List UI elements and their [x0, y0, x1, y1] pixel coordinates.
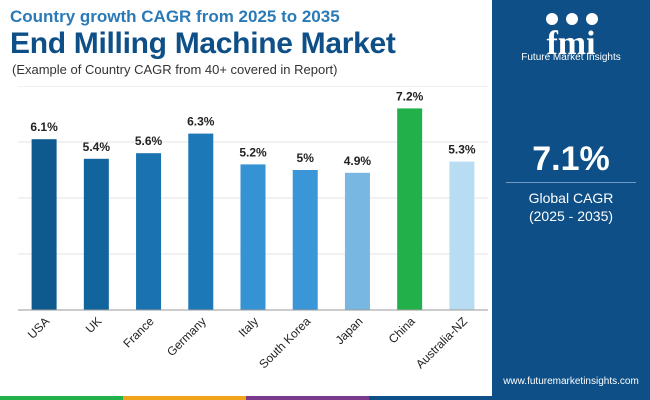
strip-segment — [123, 396, 246, 400]
website-link[interactable]: www.futuremarketinsights.com — [503, 376, 639, 387]
x-tick-label: China — [386, 314, 418, 346]
global-cagr-value: 7.1% — [532, 140, 610, 178]
x-tick-label: Australia-NZ — [413, 314, 470, 371]
data-label: 7.2% — [396, 89, 424, 103]
data-label: 5% — [297, 151, 315, 165]
x-tick-label: Japan — [333, 314, 366, 347]
bar-uk — [83, 158, 109, 310]
bar-south-korea — [292, 170, 318, 310]
bar-chart: 6.1% USA 5.4% UK 5.6% France 6.3% Germany 5.2% It… — [18, 86, 488, 371]
fmi-logo: fmi — [546, 13, 598, 62]
data-label: 6.1% — [30, 120, 58, 134]
x-tick-label: Italy — [236, 314, 261, 339]
cagr-divider — [506, 182, 636, 183]
bar-japan — [344, 172, 370, 310]
bar-germany — [188, 133, 214, 310]
header: Country growth CAGR from 2025 to 2035 En… — [10, 6, 490, 78]
x-tick-label: Germany — [164, 314, 209, 359]
logo-wordmark: fmi — [546, 25, 595, 62]
chart-subtitle: Country growth CAGR from 2025 to 2035 — [10, 7, 340, 26]
x-tick-label: South Korea — [256, 314, 313, 371]
bar-china — [397, 108, 423, 311]
data-label: 5.2% — [239, 145, 267, 159]
logo-circle-icon — [566, 13, 578, 25]
brand-name: Future Market Insights — [521, 52, 621, 63]
logo-circle-icon — [546, 13, 558, 25]
data-label: 5.4% — [83, 140, 111, 154]
bottom-color-strip — [0, 396, 492, 400]
x-tick-label: France — [120, 314, 157, 351]
strip-segment — [246, 396, 369, 400]
strip-segment — [369, 396, 492, 400]
bar-italy — [240, 164, 266, 310]
x-tick-label: USA — [25, 314, 52, 341]
x-tick-label: UK — [83, 314, 105, 336]
bar-france — [136, 153, 162, 310]
global-cagr-label: Global CAGR — [528, 190, 614, 206]
strip-segment — [0, 396, 123, 400]
data-label: 6.3% — [187, 115, 215, 129]
sidebar: fmi Future Market Insights 7.1% Global C… — [492, 0, 650, 400]
chart-title: End Milling Machine Market — [10, 27, 396, 60]
bar-australia-nz — [449, 161, 475, 310]
data-label: 4.9% — [344, 154, 372, 168]
logo-circle-icon — [586, 13, 598, 25]
bar-usa — [31, 139, 57, 310]
chart-area: 6.1% USA 5.4% UK 5.6% France 6.3% Germany 5.2% It… — [0, 86, 492, 396]
data-label: 5.6% — [135, 134, 163, 148]
global-cagr-period: (2025 - 2035) — [528, 208, 614, 224]
data-label: 5.3% — [448, 143, 476, 157]
chart-note: (Example of Country CAGR from 40+ covere… — [12, 62, 338, 77]
